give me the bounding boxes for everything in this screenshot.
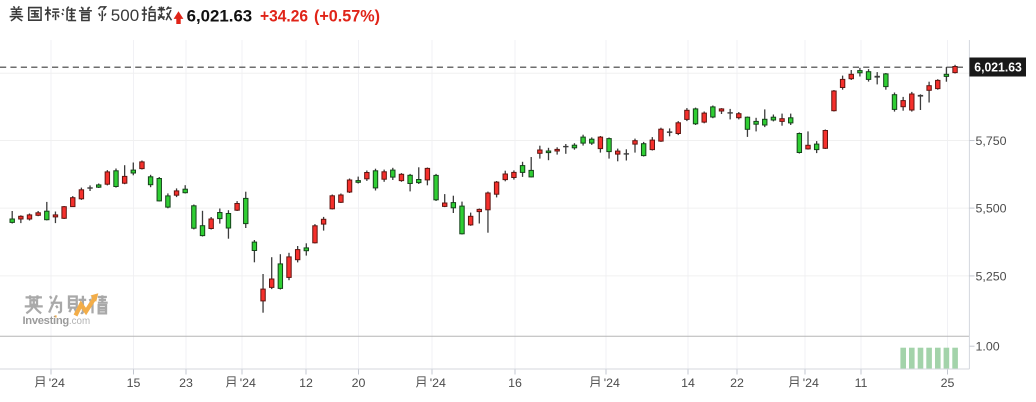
svg-text:'24: '24 xyxy=(49,376,65,390)
svg-text:16: 16 xyxy=(508,376,522,390)
svg-text:'24: '24 xyxy=(240,376,256,390)
svg-text:6,021.63: 6,021.63 xyxy=(187,6,253,25)
svg-text:11: 11 xyxy=(855,376,868,390)
svg-text:Investing.com: Investing.com xyxy=(23,315,91,327)
svg-text:1.00: 1.00 xyxy=(976,340,1000,354)
svg-text:14: 14 xyxy=(681,376,695,390)
svg-text:22: 22 xyxy=(730,376,744,390)
svg-text:6,021.63: 6,021.63 xyxy=(974,61,1022,75)
svg-text:25: 25 xyxy=(941,376,955,390)
svg-text:23: 23 xyxy=(179,376,193,390)
svg-text:12: 12 xyxy=(299,376,313,390)
svg-text:5,250: 5,250 xyxy=(976,269,1007,283)
svg-text:(+0.57%): (+0.57%) xyxy=(314,7,380,25)
svg-text:5,750: 5,750 xyxy=(976,134,1007,148)
svg-text:5,500: 5,500 xyxy=(976,202,1007,216)
svg-text:'24: '24 xyxy=(604,376,620,390)
svg-text:+34.26: +34.26 xyxy=(260,7,308,25)
svg-text:15: 15 xyxy=(127,376,141,390)
svg-text:500: 500 xyxy=(111,6,139,25)
svg-text:20: 20 xyxy=(352,376,366,390)
svg-text:'24: '24 xyxy=(430,376,446,390)
svg-text:'24: '24 xyxy=(803,376,819,390)
